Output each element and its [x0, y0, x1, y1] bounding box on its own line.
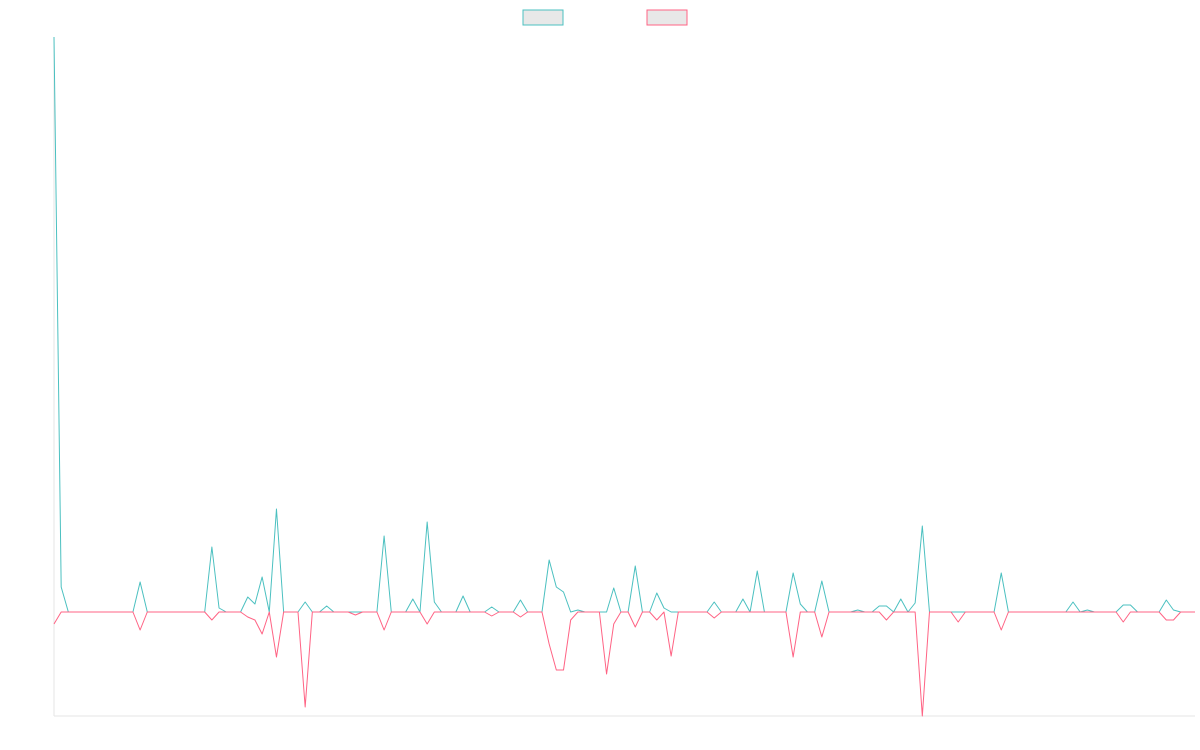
data-line	[53, 36, 1195, 613]
legend-swatch	[522, 9, 564, 26]
data-line	[53, 611, 1195, 717]
legend-swatch	[646, 9, 688, 26]
